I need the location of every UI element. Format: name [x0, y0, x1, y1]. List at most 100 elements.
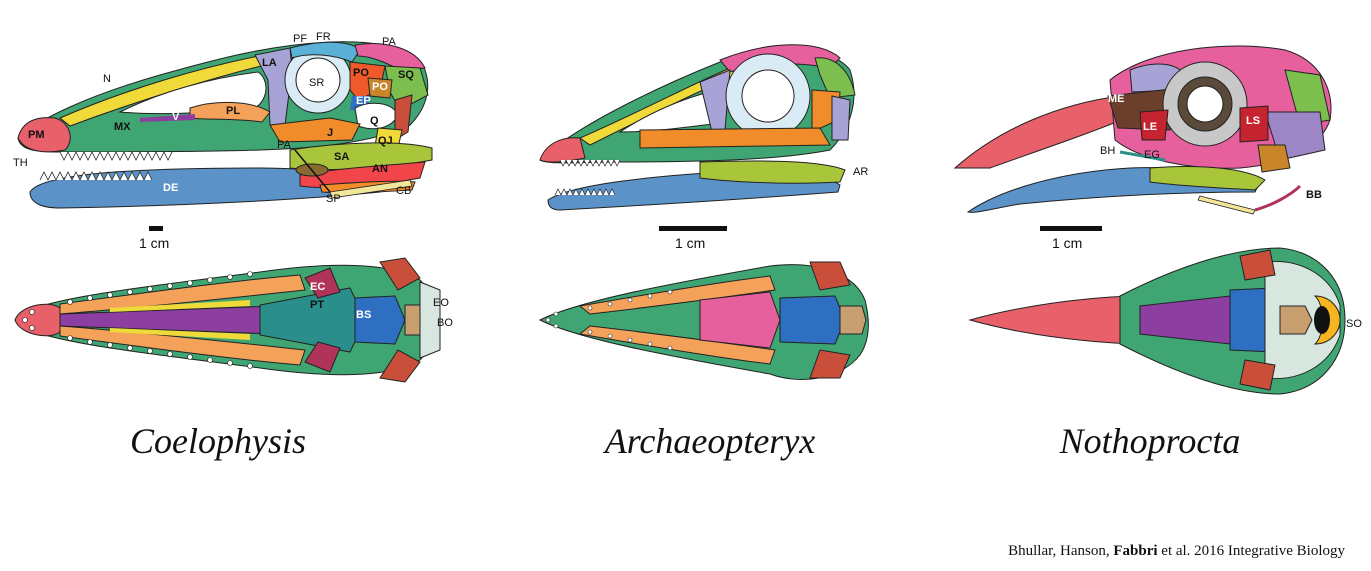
- label-eg: EG: [1144, 149, 1160, 161]
- label-ar: AR: [853, 166, 868, 178]
- archaeopteryx-quadrate-upper: [809, 261, 851, 291]
- coelophysis-parietal: [354, 43, 426, 71]
- nothoprocta-surangular: [1149, 166, 1266, 191]
- nothoprocta-quadrate-lower: [1239, 359, 1276, 391]
- coelophysis-ectopterygoid-upper: [304, 267, 341, 299]
- label-th: TH: [13, 157, 28, 169]
- archaeopteryx-scale-bar: [659, 226, 727, 231]
- label-ep: EP: [356, 95, 371, 107]
- label-pl: PL: [226, 105, 240, 117]
- archaeopteryx-surangular: [699, 160, 846, 184]
- nothoprocta-ventral-skull: SO: [968, 247, 1362, 395]
- archaeopteryx-basioccipital: [839, 305, 867, 335]
- nothoprocta-scale-bar: [1040, 226, 1102, 231]
- nothoprocta-pupil: [1186, 85, 1224, 123]
- nothoprocta-ceratobranchial: [1197, 195, 1256, 215]
- nothoprocta-foramen-magnum: [1314, 306, 1330, 334]
- nothoprocta-laterosphenoid: [1239, 105, 1269, 143]
- label-ls: LS: [1246, 115, 1260, 127]
- archaeopteryx-tooth-sockets: [545, 289, 673, 351]
- coelophysis-pa-pointer: [294, 149, 331, 193]
- label-so: SO: [1346, 318, 1362, 330]
- coelophysis-scale-bar: [149, 226, 163, 231]
- nothoprocta-scale-label: 1 cm: [1052, 235, 1082, 251]
- label-q: Q: [370, 115, 379, 127]
- label-v: V: [172, 111, 180, 123]
- coelophysis-palate-yellow-lower: [110, 328, 250, 340]
- label-an: AN: [372, 163, 388, 175]
- nothoprocta-lateral-skull: ME LE LS BH EG BB: [953, 45, 1332, 215]
- archaeopteryx-quadrate: [831, 95, 851, 141]
- nothoprocta-hyoid: [1119, 150, 1166, 162]
- coelophysis-frontal: [289, 41, 361, 63]
- coelophysis-postorbital-small: [367, 77, 393, 99]
- coelophysis-exoccipital: [419, 281, 441, 359]
- coelophysis-lateral-skull: PF FR PA N LA SR PO SQ PO EP PM MX V PL …: [13, 31, 433, 209]
- label-cb: CB: [396, 185, 411, 197]
- label-pf: PF: [293, 33, 307, 45]
- label-eo: EO: [433, 297, 449, 309]
- nothoprocta-basibranchial: [1254, 184, 1302, 212]
- figure-credit: Bhullar, Hanson, Fabbri et al. 2016 Inte…: [905, 543, 1345, 560]
- nothoprocta-squamosal: [1284, 69, 1331, 126]
- label-bo: BO: [437, 317, 453, 329]
- taxon-name-nothoprocta: Nothoprocta: [1059, 421, 1241, 461]
- label-mx: MX: [114, 121, 131, 133]
- coelophysis-quadrate-upper: [379, 257, 421, 291]
- archaeopteryx-quadrate-lower: [809, 349, 851, 379]
- archaeopteryx-jugal: [639, 127, 831, 149]
- coelophysis-palate-snout: [14, 303, 61, 337]
- coelophysis-upper-teeth: [59, 151, 173, 161]
- label-po: PO: [353, 67, 369, 79]
- label-bb: BB: [1306, 189, 1322, 201]
- label-sq: SQ: [398, 69, 414, 81]
- archaeopteryx-premaxilla: [539, 137, 586, 163]
- coelophysis-premaxilla: [17, 117, 71, 153]
- label-me: ME: [1108, 93, 1125, 105]
- label-ec: EC: [310, 281, 325, 293]
- archaeopteryx-upper-teeth: [559, 159, 621, 167]
- coelophysis-ventral-skull: EC PT BS EO BO: [14, 257, 453, 383]
- archaeopteryx-sclerotic-ring: [741, 69, 795, 123]
- label-de: DE: [163, 182, 178, 194]
- label-pm: PM: [28, 129, 45, 141]
- label-j: J: [327, 127, 333, 139]
- label-sa: SA: [334, 151, 349, 163]
- coelophysis-ceratobranchial: [329, 179, 413, 199]
- credit-authors: Bhullar, Hanson,: [1008, 543, 1114, 559]
- archaeopteryx-scale-label: 1 cm: [675, 235, 705, 251]
- label-n: N: [103, 73, 111, 85]
- archaeopteryx-palate-maxilla-upper: [578, 275, 776, 315]
- label-po-2: PO: [372, 81, 388, 93]
- coelophysis-palate-yellow-upper: [110, 300, 250, 312]
- nothoprocta-palate-beak: [968, 295, 1136, 345]
- coelophysis-quadrate: [394, 94, 413, 141]
- coelophysis-sclerotic-ring: [295, 57, 341, 103]
- credit-bold-author: Fabbri: [1113, 543, 1158, 559]
- coelophysis-quadrate-lower: [379, 349, 421, 383]
- label-pt: PT: [310, 299, 324, 311]
- taxon-name-coelophysis: Coelophysis: [130, 421, 306, 461]
- label-pa-lower: PA: [277, 139, 292, 151]
- credit-rest: et al. 2016 Integrative Biology: [1157, 543, 1345, 559]
- coelophysis-scale-label: 1 cm: [139, 235, 169, 251]
- label-qj: QJ: [378, 135, 393, 147]
- nothoprocta-lateral-ethmoid: [1139, 109, 1169, 141]
- coelophysis-jugal: [269, 117, 361, 143]
- taxon-name-archaeopteryx: Archaeopteryx: [604, 421, 816, 461]
- nothoprocta-quadrate: [1257, 144, 1291, 173]
- coelophysis-ectopterygoid-lower: [304, 341, 341, 373]
- label-sr: SR: [309, 77, 324, 89]
- archaeopteryx-lateral-skull: AR: [539, 44, 868, 211]
- label-bh: BH: [1100, 145, 1115, 157]
- nothoprocta-quadrate-upper: [1239, 249, 1276, 281]
- label-le: LE: [1143, 121, 1157, 133]
- coelophysis-basisphenoid: [354, 295, 406, 345]
- nothoprocta-basioccipital: [1279, 305, 1313, 335]
- label-bs: BS: [356, 309, 371, 321]
- coelophysis-palatine: [189, 101, 271, 123]
- label-pa: PA: [382, 36, 397, 48]
- label-fr: FR: [316, 31, 331, 43]
- coelophysis-lower-teeth: [39, 171, 153, 181]
